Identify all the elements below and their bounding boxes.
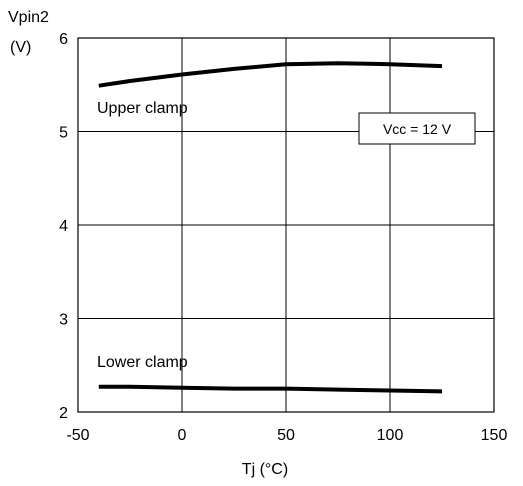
x-axis-label: Tj (°C) <box>242 461 288 478</box>
y-tick-label: 5 <box>59 125 68 142</box>
y-tick-label: 3 <box>59 312 68 329</box>
series-layer <box>98 61 443 394</box>
y-tick-label: 6 <box>59 31 68 48</box>
x-tick-label: 100 <box>377 427 404 444</box>
y-tick-label: 2 <box>59 405 68 422</box>
series-label-upper-clamp: Upper clamp <box>97 100 188 117</box>
series-label-lower-clamp: Lower clamp <box>97 354 188 371</box>
y-tick-label: 4 <box>59 218 68 235</box>
series-line-upper-clamp <box>98 61 443 88</box>
x-tick-label: -50 <box>66 427 89 444</box>
annotation-box <box>358 112 476 145</box>
x-tick-label: 50 <box>277 427 295 444</box>
x-tick-label: 150 <box>481 427 508 444</box>
tick-labels: -50 0 50 100 150 2 3 4 5 6 <box>59 31 507 444</box>
y-axis-label-line2: (V) <box>10 39 31 56</box>
plot-frame <box>77 37 495 413</box>
y-axis-label-line1: Vpin2 <box>8 9 49 26</box>
series-line-lower-clamp <box>98 384 443 394</box>
annotation-vcc: Vcc = 12 V <box>383 121 452 137</box>
x-tick-label: 0 <box>178 427 187 444</box>
